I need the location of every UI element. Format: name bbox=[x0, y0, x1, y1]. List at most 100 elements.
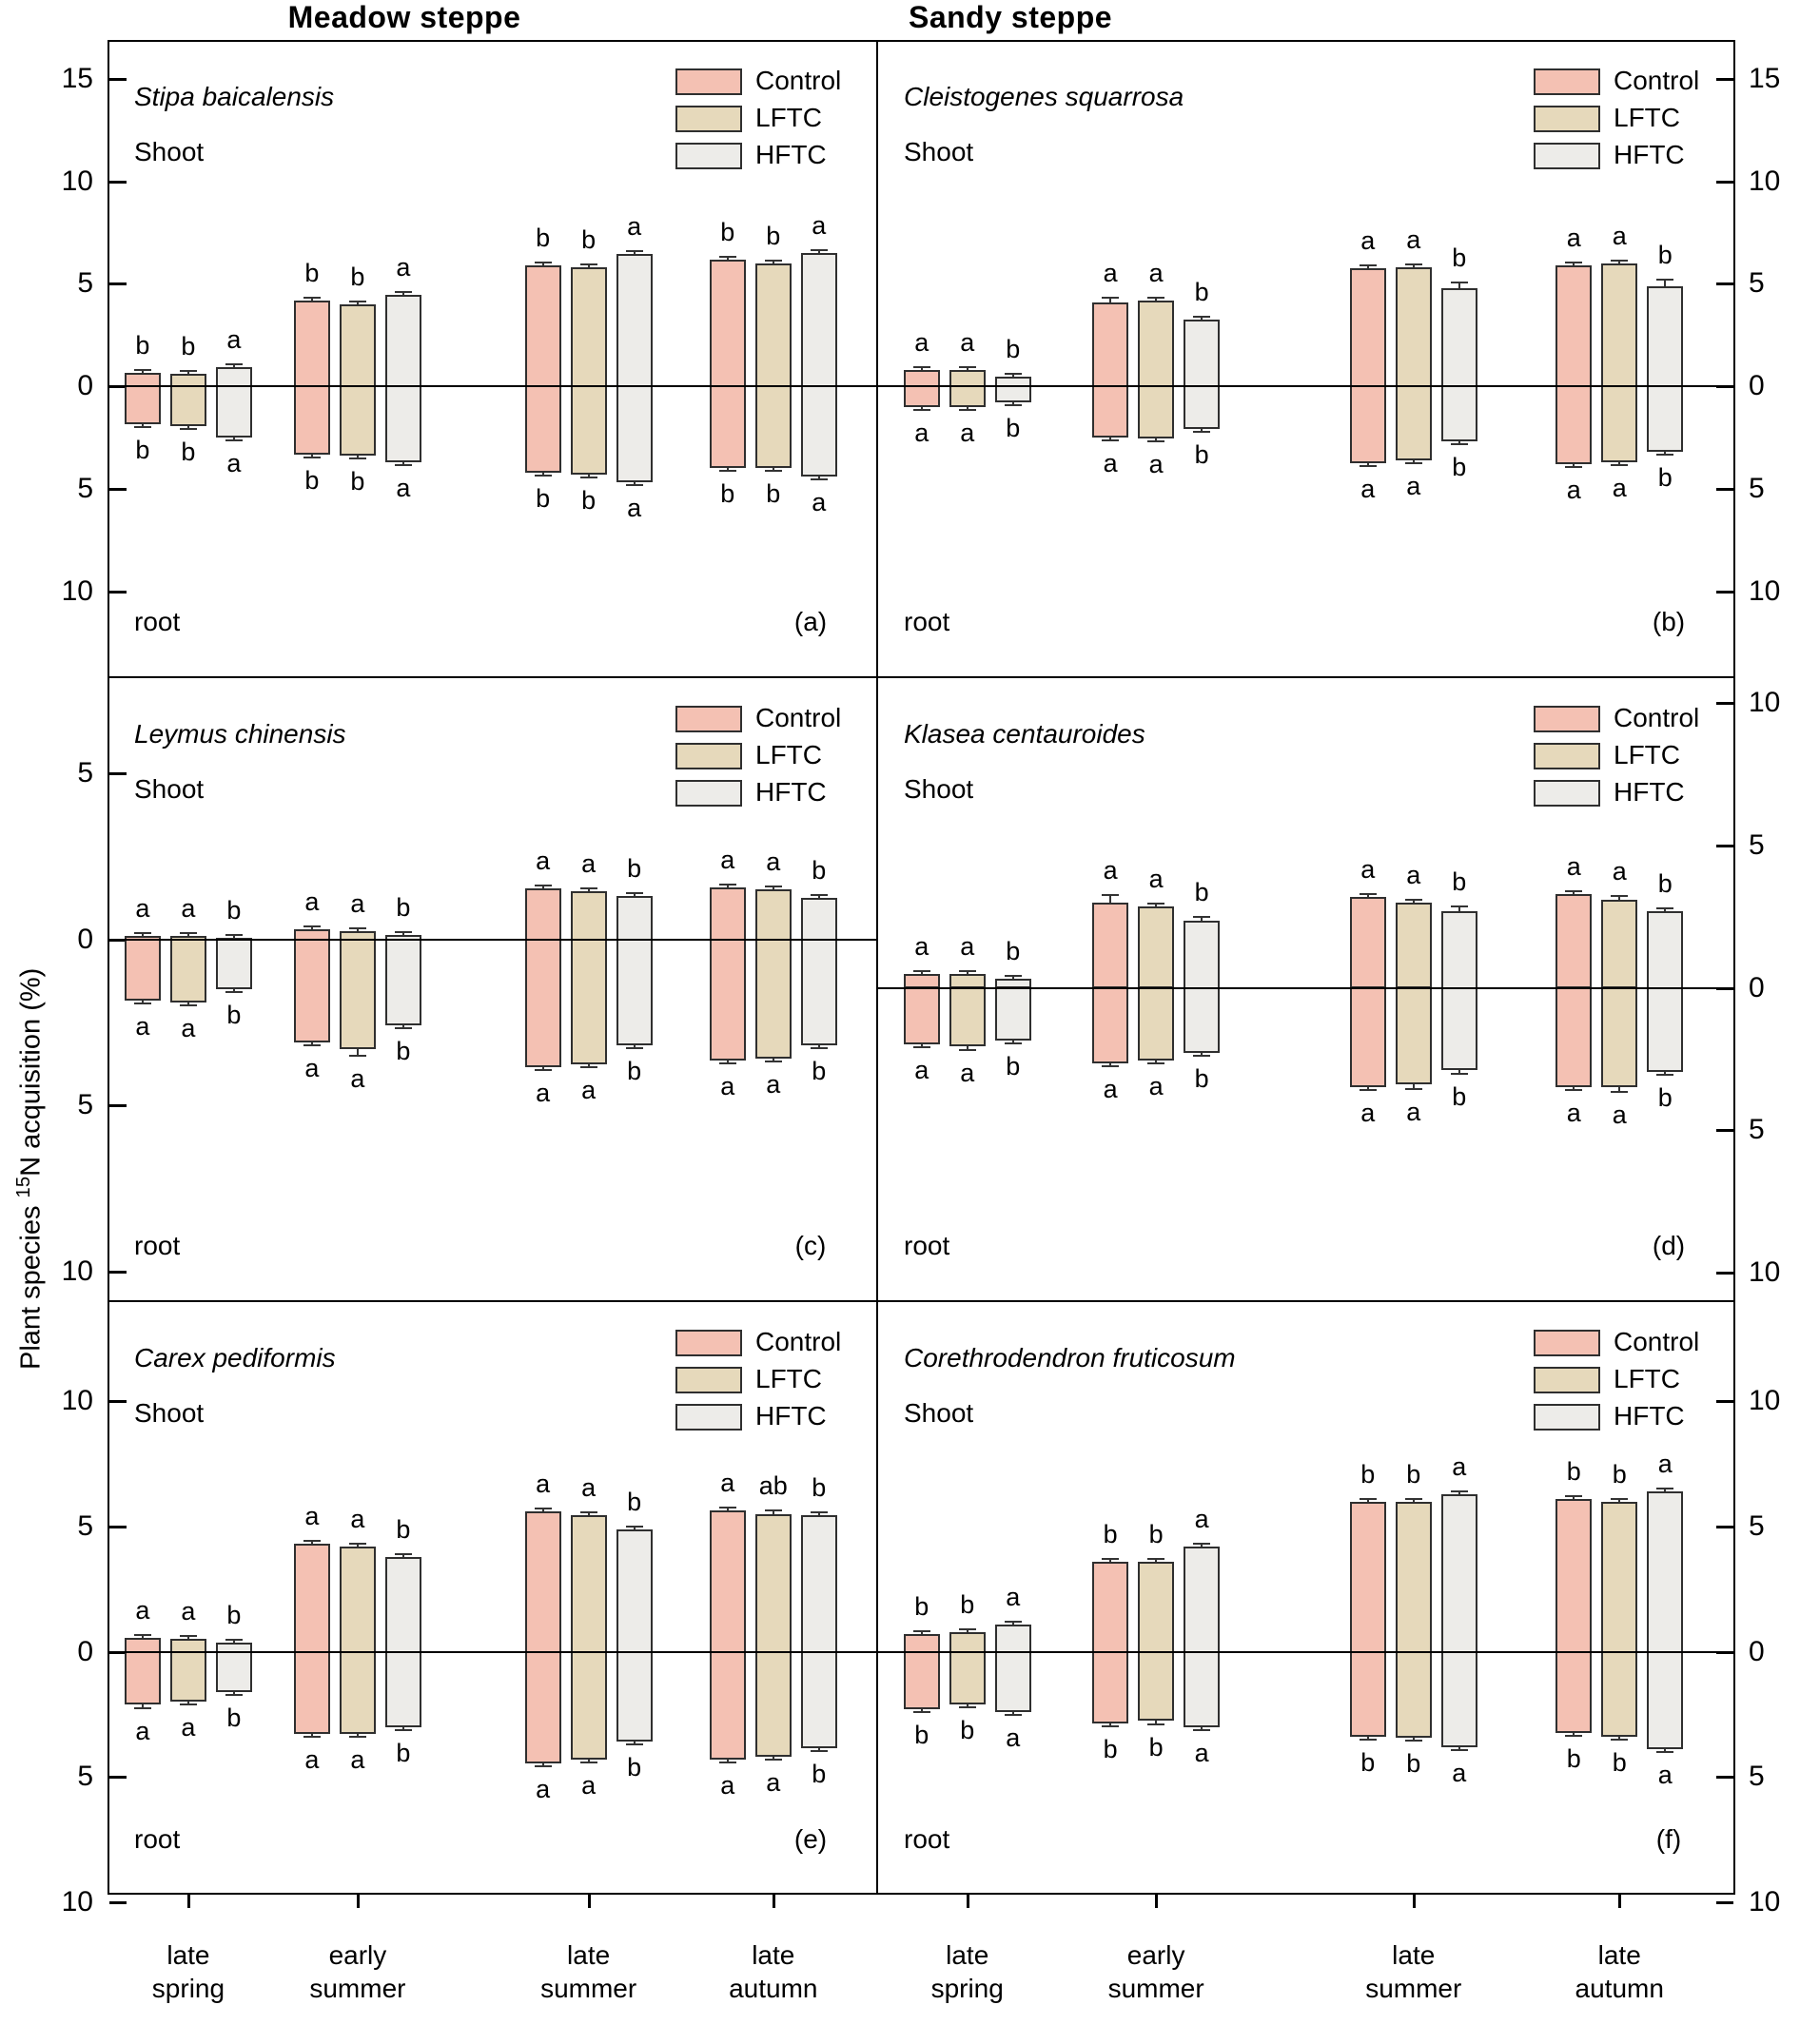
error-bar-root-cap bbox=[1359, 464, 1377, 467]
error-bar-shoot-cap bbox=[394, 291, 412, 294]
error-bar-root-cap bbox=[1450, 1072, 1468, 1075]
bar-root-control bbox=[293, 1650, 330, 1735]
error-bar-shoot-cap bbox=[1147, 1557, 1165, 1560]
row-divider-1 bbox=[108, 676, 1735, 678]
error-bar-shoot-stem bbox=[401, 292, 404, 296]
sig-letter-shoot: a bbox=[181, 894, 196, 924]
error-bar-shoot-cap bbox=[579, 1511, 597, 1514]
legend-label-control: Control bbox=[1614, 1327, 1700, 1356]
error-bar-root-cap bbox=[534, 1764, 552, 1767]
bar-root-control bbox=[293, 385, 330, 456]
error-bar-shoot-stem bbox=[817, 894, 820, 898]
error-bar-shoot-stem bbox=[1155, 904, 1158, 907]
sig-letter-shoot: a bbox=[226, 324, 242, 354]
error-bar-shoot-stem bbox=[1011, 975, 1014, 979]
y-axis-tick-label: 10 bbox=[1749, 574, 1781, 607]
bar-root-control bbox=[1555, 986, 1593, 1088]
bar-root-lftc bbox=[949, 1650, 986, 1704]
error-bar-root-cap bbox=[1404, 1087, 1422, 1090]
error-bar-shoot-stem bbox=[356, 1544, 359, 1548]
error-bar-root-stem bbox=[1412, 1084, 1415, 1089]
error-bar-shoot-cap bbox=[179, 932, 197, 935]
y-axis-tick-label: 5 bbox=[1749, 1761, 1765, 1793]
error-bar-root-stem bbox=[232, 1691, 235, 1695]
sig-letter-shoot: a bbox=[1148, 865, 1164, 894]
y-axis-tick bbox=[1716, 590, 1733, 594]
error-bar-shoot-cap bbox=[1102, 1557, 1120, 1560]
bar-shoot-hftc bbox=[215, 366, 252, 388]
bar-shoot-control bbox=[1349, 896, 1386, 989]
figure-border-right bbox=[1733, 40, 1735, 1895]
error-bar-shoot-stem bbox=[1664, 280, 1667, 286]
error-bar-shoot-cap bbox=[1656, 279, 1674, 282]
sig-letter-root: a bbox=[536, 1079, 551, 1107]
y-axis-tick-label: 5 bbox=[77, 472, 93, 504]
y-axis-tick bbox=[109, 772, 127, 776]
bar-shoot-lftc bbox=[570, 1515, 607, 1653]
error-bar-root-cap bbox=[1656, 1073, 1674, 1076]
bar-root-hftc bbox=[384, 938, 421, 1026]
row-divider-2 bbox=[108, 1300, 1735, 1302]
y-axis-tick-label: 10 bbox=[61, 1385, 93, 1417]
x-axis-category-line2: autumn bbox=[729, 1974, 818, 2003]
bar-root-lftc bbox=[1138, 1650, 1175, 1721]
error-bar-root-cap bbox=[394, 1728, 412, 1731]
error-bar-shoot-stem bbox=[1573, 1496, 1575, 1499]
x-axis-category-line1: early bbox=[328, 1940, 387, 1970]
error-bar-shoot-stem bbox=[772, 886, 774, 890]
error-bar-shoot-stem bbox=[1458, 282, 1460, 288]
y-axis-tick bbox=[1716, 844, 1733, 847]
bar-root-lftc bbox=[570, 938, 607, 1064]
x-axis-category-line1: late bbox=[1392, 1940, 1436, 1970]
sig-letter-root: a bbox=[1148, 1071, 1164, 1100]
figure-border-top bbox=[108, 40, 1735, 42]
sig-letter-root: b bbox=[812, 1759, 827, 1788]
sig-letter-shoot: a bbox=[914, 931, 929, 961]
sig-letter-root: a bbox=[226, 448, 242, 477]
error-bar-root-stem bbox=[633, 1045, 636, 1049]
error-bar-shoot-cap bbox=[1102, 297, 1120, 300]
legend-label-hftc: HFTC bbox=[755, 777, 827, 807]
error-bar-root-stem bbox=[356, 456, 359, 459]
sig-letter-shoot: b bbox=[135, 331, 150, 360]
bar-root-lftc bbox=[754, 1650, 792, 1758]
bar-root-control bbox=[1092, 986, 1129, 1063]
error-bar-shoot-cap bbox=[1611, 259, 1629, 262]
error-bar-root-cap bbox=[764, 470, 782, 473]
bar-shoot-hftc bbox=[800, 897, 837, 941]
x-axis-category-line1: late bbox=[752, 1940, 795, 1970]
error-bar-shoot-cap bbox=[1611, 895, 1629, 898]
sig-letter-root: b bbox=[627, 1057, 642, 1086]
sig-letter-root: a bbox=[960, 418, 975, 447]
legend-label-lftc: LFTC bbox=[1614, 103, 1680, 132]
bar-shoot-hftc bbox=[1647, 1491, 1684, 1653]
legend-swatch-hftc bbox=[1534, 143, 1600, 169]
error-bar-shoot-stem bbox=[232, 363, 235, 367]
error-bar-root-stem bbox=[232, 437, 235, 440]
error-bar-root-cap bbox=[1102, 1064, 1120, 1067]
error-bar-shoot-cap bbox=[1656, 906, 1674, 909]
sig-letter-root: b bbox=[536, 483, 551, 513]
bar-root-hftc bbox=[800, 1650, 837, 1748]
error-bar-shoot-cap bbox=[1450, 282, 1468, 284]
sig-letter-shoot: b bbox=[812, 1473, 827, 1503]
x-axis-category-line1: late bbox=[946, 1940, 989, 1970]
zero-baseline bbox=[108, 385, 877, 388]
error-bar-shoot-stem bbox=[1458, 1490, 1460, 1494]
figure-border-bottom bbox=[108, 1893, 1735, 1895]
error-bar-shoot-cap bbox=[764, 886, 782, 888]
y-axis-tick-label: 10 bbox=[61, 574, 93, 607]
bar-shoot-lftc bbox=[1395, 902, 1432, 989]
error-bar-root-stem bbox=[817, 1747, 820, 1751]
y-axis-tick bbox=[1716, 282, 1733, 286]
bar-root-hftc bbox=[800, 938, 837, 1046]
error-bar-root-cap bbox=[912, 1046, 930, 1049]
sig-letter-root: b bbox=[1006, 414, 1021, 443]
x-axis-category-line2: summer bbox=[540, 1974, 637, 2003]
root-label: root bbox=[904, 1231, 950, 1260]
legend-label-control: Control bbox=[755, 1327, 842, 1356]
sig-letter-shoot: b bbox=[396, 893, 411, 923]
error-bar-root-cap bbox=[625, 1743, 643, 1746]
bar-root-lftc bbox=[949, 986, 986, 1046]
